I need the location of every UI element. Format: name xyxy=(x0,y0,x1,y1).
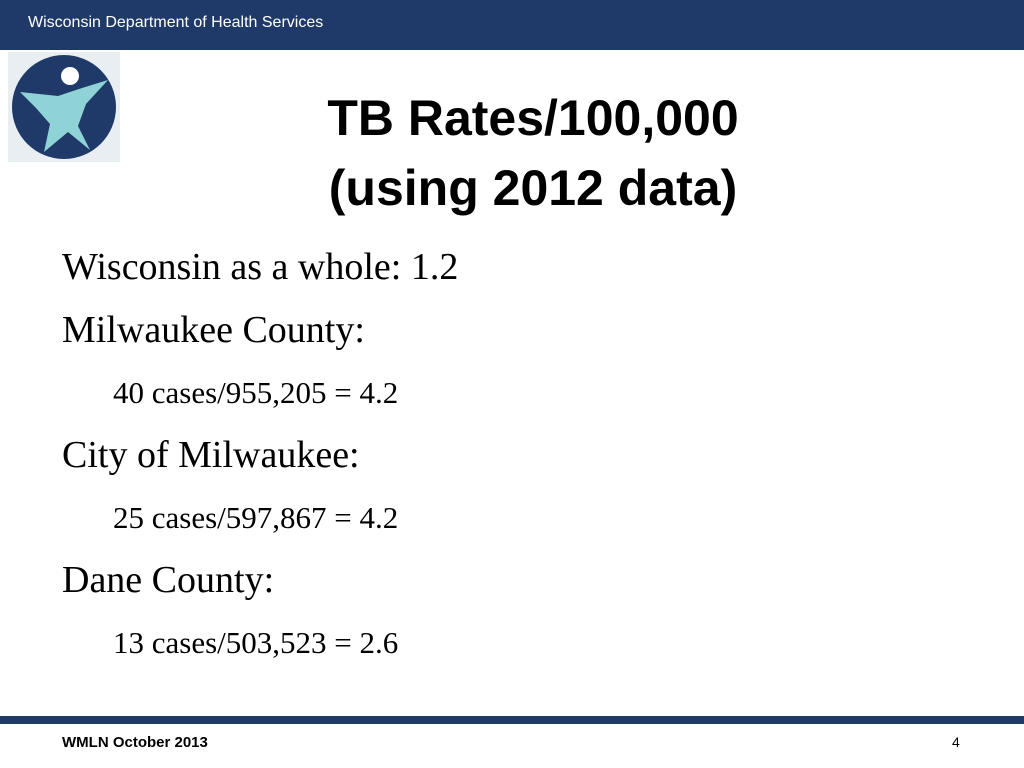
footer-bar xyxy=(0,716,1024,724)
page-number: 4 xyxy=(952,734,960,750)
bullet: Wisconsin as a whole: 1.2 xyxy=(62,246,459,288)
header-bar xyxy=(0,0,1024,50)
sub-bullet: 40 cases/955,205 = 4.2 xyxy=(113,375,399,410)
logo xyxy=(8,52,120,162)
sub-bullet: 13 cases/503,523 = 2.6 xyxy=(113,625,399,660)
bullet: Milwaukee County: xyxy=(62,309,365,351)
logo-head xyxy=(61,67,79,85)
header-title: Wisconsin Department of Health Services xyxy=(28,14,324,31)
title-line: TB Rates/100,000 xyxy=(327,90,739,146)
logo-figure xyxy=(20,80,108,152)
bullet: City of Milwaukee: xyxy=(62,434,360,476)
sub-bullet: 25 cases/597,867 = 4.2 xyxy=(113,500,399,535)
footer-text: WMLN October 2013 xyxy=(62,734,208,751)
bullet: Dane County: xyxy=(62,559,275,601)
title-line: (using 2012 data) xyxy=(328,160,738,216)
